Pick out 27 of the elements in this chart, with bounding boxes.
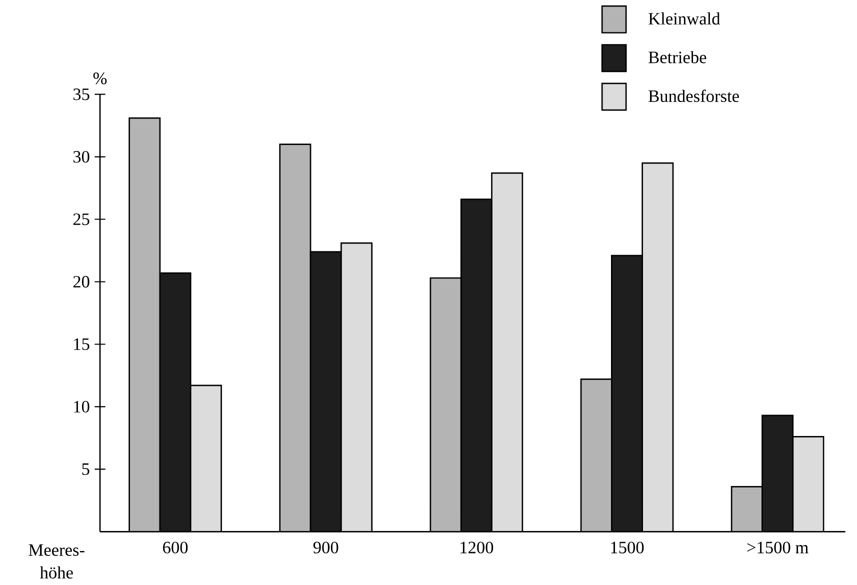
bar	[341, 243, 372, 532]
bar	[730, 486, 763, 532]
y-tick-label: 35	[73, 88, 90, 100]
x-tick-label: 1200	[460, 542, 494, 554]
y-tick-label: 5	[82, 463, 90, 475]
bar	[642, 163, 673, 532]
x-tick-label: 1500	[611, 542, 644, 554]
y-tick-label: 30	[73, 150, 90, 163]
y-axis-title: %	[93, 72, 107, 84]
x-tick-label: >1500 m	[747, 542, 808, 554]
x-axis-title: Meeres-höhe	[28, 544, 84, 579]
x-tick-label: 900	[313, 542, 338, 554]
y-tick-label: 20	[73, 276, 90, 288]
x-tick-label: 600	[163, 542, 188, 554]
legend-label: Kleinwald	[648, 12, 720, 25]
bar	[492, 173, 522, 532]
y-tick-label: 10	[74, 400, 90, 413]
bar	[280, 144, 311, 532]
bar	[129, 118, 160, 532]
bar	[190, 385, 222, 532]
y-tick-label: 15	[74, 338, 90, 350]
bar	[581, 379, 612, 532]
y-tick-label: 25	[73, 213, 90, 226]
legend-label: Betriebe	[648, 51, 706, 64]
bar	[792, 436, 824, 532]
legend-label: Bundesforste	[648, 90, 739, 102]
bar	[430, 278, 462, 532]
